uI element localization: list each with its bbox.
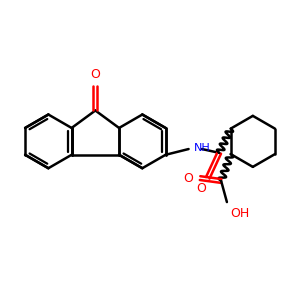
Text: NH: NH (194, 143, 210, 153)
Text: OH: OH (230, 207, 249, 220)
Text: O: O (196, 182, 206, 195)
Text: O: O (90, 68, 100, 81)
Text: O: O (184, 172, 193, 184)
